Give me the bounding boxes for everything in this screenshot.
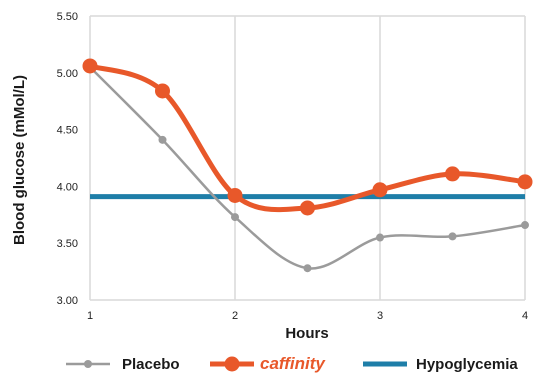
data-point-caffinity	[155, 83, 170, 99]
x-tick-labels: 1 2 3 4	[87, 310, 528, 322]
x-tick-label: 1	[87, 310, 93, 322]
series-layer	[82, 58, 533, 273]
legend-item-caffinity: caffinity	[210, 354, 326, 373]
legend-item-placebo: Placebo	[66, 356, 180, 373]
grid	[89, 15, 526, 301]
y-axis-label: Blood glucose (mMol/L)	[11, 75, 28, 245]
data-point-placebo	[521, 221, 529, 230]
series-caffinity	[82, 58, 533, 216]
legend-label-caffinity: caffinity	[260, 354, 326, 373]
data-point-placebo	[448, 232, 457, 241]
legend-label-placebo: Placebo	[122, 356, 180, 373]
legend: Placebo caffinity Hypoglycemia	[66, 354, 518, 373]
series-placebo	[86, 63, 529, 273]
data-point-caffinity	[372, 182, 388, 198]
data-point-placebo	[376, 233, 384, 242]
data-point-caffinity	[517, 174, 533, 190]
legend-marker-placebo	[84, 360, 92, 368]
x-tick-label: 4	[522, 310, 528, 322]
x-axis-label: Hours	[285, 325, 328, 342]
y-tick-label: 5.50	[57, 11, 78, 23]
legend-item-hypoglycemia: Hypoglycemia	[363, 356, 518, 373]
legend-label-hypoglycemia: Hypoglycemia	[416, 356, 518, 373]
series-line-placebo	[89, 66, 526, 270]
legend-marker-caffinity	[224, 356, 240, 372]
x-tick-label: 2	[232, 310, 238, 322]
data-point-caffinity	[445, 166, 460, 182]
y-tick-label: 3.00	[57, 295, 78, 307]
x-tick-label: 3	[377, 310, 383, 322]
y-tick-labels: 3.00 3.50 4.00 4.50 5.00 5.50	[57, 11, 78, 307]
y-tick-label: 3.50	[57, 238, 78, 250]
data-point-placebo	[158, 135, 167, 144]
y-tick-label: 5.00	[57, 68, 78, 80]
data-point-placebo	[303, 264, 312, 273]
y-tick-label: 4.00	[57, 181, 78, 193]
series-line-caffinity	[89, 63, 526, 213]
data-point-caffinity	[227, 187, 243, 203]
data-point-caffinity	[82, 58, 98, 74]
y-tick-label: 4.50	[57, 125, 78, 137]
data-point-caffinity	[300, 200, 315, 216]
data-point-placebo	[231, 213, 239, 222]
